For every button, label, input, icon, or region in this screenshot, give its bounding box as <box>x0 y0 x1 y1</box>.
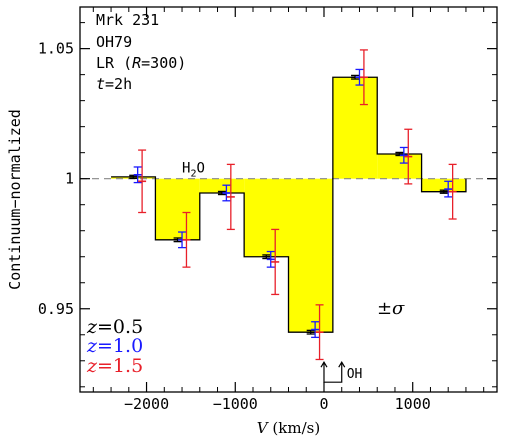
oh-arrow-right <box>338 361 346 368</box>
bin-fill <box>155 178 200 240</box>
x-tick-label: −1000 <box>213 395 258 413</box>
bin-fill <box>377 153 422 179</box>
x-tick-label: −2000 <box>124 395 169 413</box>
h2o-annotation: H2O <box>182 161 205 180</box>
bin-fill <box>332 77 378 179</box>
info-line: OH79 <box>96 33 132 51</box>
legend: z=0.5z=1.0z=1.5 <box>86 316 143 377</box>
error-bar-series-layer <box>129 49 457 361</box>
legend-entry-1: z=0.5 <box>86 316 143 338</box>
oh-annotation: OH <box>347 367 363 382</box>
bin-fill <box>288 178 333 333</box>
oh-marker <box>320 361 346 383</box>
info-object: Mrk 231 <box>96 11 159 29</box>
y-axis-label: Continuum−normalized <box>6 109 24 290</box>
x-tick-label: 0 <box>319 395 328 413</box>
bin-fill <box>199 178 245 193</box>
info-time: t=2h <box>96 75 132 93</box>
absorption-fill-layer <box>111 77 466 333</box>
legend-entry-2: z=1.0 <box>86 335 143 357</box>
bin-fill <box>244 178 289 257</box>
x-tick-label: 1000 <box>395 395 431 413</box>
axis-ticks-layer: −2000 −1000 0 1000 0.95 1 1.05 <box>38 7 497 413</box>
y-tick-label: 1 <box>65 170 74 188</box>
y-tick-label: 0.95 <box>38 300 74 318</box>
x-axis-label: V (km/s) <box>257 419 320 437</box>
series-3 <box>138 49 457 361</box>
bin-fill <box>421 178 466 192</box>
oh-arrow-left <box>320 361 328 368</box>
oh-bracket <box>323 362 343 383</box>
info-text: Mrk 231 OH79 LR (R=300) t=2h <box>96 11 186 93</box>
legend-entry-3: z=1.5 <box>86 355 143 377</box>
y-tick-label: 1.05 <box>38 40 74 58</box>
sigma-annotation: ±σ <box>377 298 405 319</box>
series-2 <box>133 68 453 339</box>
info-resolution: LR (R=300) <box>96 54 186 72</box>
